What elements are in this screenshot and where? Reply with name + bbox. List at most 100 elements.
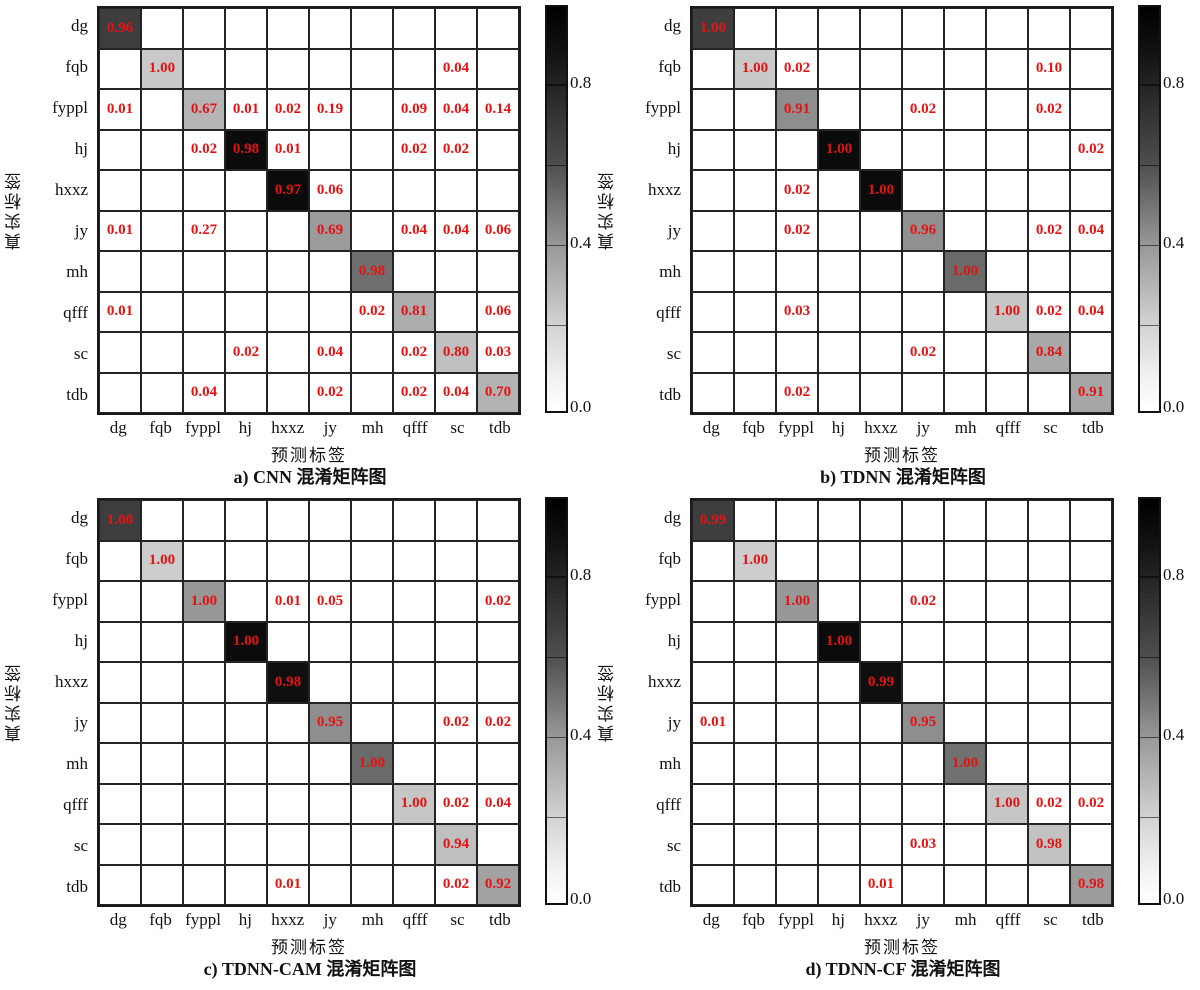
- colorbar-seam: [547, 656, 566, 659]
- matrix-cell: [902, 864, 944, 905]
- colorbar-seam: [1140, 736, 1159, 739]
- matrix-cell: [141, 500, 183, 541]
- colorbar: [545, 497, 568, 905]
- matrix-cell: [141, 824, 183, 865]
- matrix-cell: [944, 581, 986, 622]
- column-label: tdb: [1081, 910, 1104, 929]
- matrix-cell: [902, 743, 944, 784]
- matrix-cell: [267, 251, 309, 292]
- row-label: mh: [659, 753, 681, 773]
- matrix-cell: [99, 581, 141, 622]
- matrix-cell: [1028, 581, 1070, 622]
- matrix-cell: [141, 581, 183, 622]
- matrix-cell: [818, 170, 860, 211]
- matrix-cell: 0.95: [309, 702, 351, 743]
- panel-caption: b) TDNN 混淆矩阵图: [820, 467, 986, 487]
- matrix-cell: [435, 8, 477, 49]
- matrix-cell: [225, 783, 267, 824]
- matrix-cell: [692, 170, 734, 211]
- column-label: dg: [702, 910, 720, 929]
- matrix-cell: [225, 743, 267, 784]
- row-label: dg: [71, 508, 88, 528]
- row-label: fqb: [65, 57, 88, 77]
- column-label: hj: [238, 418, 253, 437]
- matrix-cell: [734, 662, 776, 703]
- x-axis-label: 预测标签: [271, 938, 347, 957]
- matrix-cell: 1.00: [986, 783, 1028, 824]
- matrix-cell: [267, 372, 309, 413]
- matrix-cell: 0.01: [267, 864, 309, 905]
- matrix-cell: [477, 129, 519, 170]
- matrix-cell: [309, 621, 351, 662]
- matrix-cell: [818, 8, 860, 49]
- matrix-cell: [860, 210, 902, 251]
- matrix-cell: 0.02: [477, 702, 519, 743]
- matrix-cell: [1028, 702, 1070, 743]
- matrix-cell: [1070, 621, 1112, 662]
- column-label: dg: [109, 418, 127, 437]
- colorbar-seam: [1140, 84, 1159, 86]
- matrix-cell: [944, 662, 986, 703]
- matrix-cell: [267, 540, 309, 581]
- colorbar-seam: [1140, 816, 1159, 819]
- row-label: jy: [74, 220, 88, 240]
- colorbar-tick-label: 0.4: [570, 233, 592, 252]
- matrix-cell: [860, 251, 902, 292]
- column-label: hj: [831, 418, 846, 437]
- colorbar: [1138, 5, 1161, 413]
- column-labels: dg fqb fyppl hj hxxz jy mh qfff sc tdb: [97, 910, 521, 932]
- matrix-cell: 0.02: [225, 332, 267, 373]
- column-label: jy: [323, 418, 337, 437]
- matrix-cell: 0.98: [1070, 864, 1112, 905]
- matrix-cell: 0.02: [776, 372, 818, 413]
- matrix-cell: [902, 129, 944, 170]
- matrix-cell: [902, 540, 944, 581]
- matrix-cell: [435, 500, 477, 541]
- matrix-cell: [776, 783, 818, 824]
- matrix-cell: [351, 372, 393, 413]
- matrix-cell: 0.04: [435, 48, 477, 89]
- matrix-grid: 0.99 1.00 1.00 0.02 1.00 0.99 0.01 0.95 1.00 1.00…: [690, 498, 1114, 907]
- colorbar: [545, 5, 568, 413]
- matrix-cell: 0.02: [183, 129, 225, 170]
- matrix-cell: [309, 129, 351, 170]
- matrix-cell: 0.04: [477, 783, 519, 824]
- matrix-cell: 0.02: [1028, 783, 1070, 824]
- matrix-cell: [776, 743, 818, 784]
- colorbar-seam: [547, 576, 566, 578]
- matrix-cell: 1.00: [225, 621, 267, 662]
- matrix-cell: [309, 783, 351, 824]
- matrix-cell: [1070, 743, 1112, 784]
- matrix-cell: [818, 332, 860, 373]
- row-label: qfff: [63, 302, 88, 322]
- matrix-cell: [818, 702, 860, 743]
- matrix-cell: 0.02: [477, 581, 519, 622]
- matrix-cell: [99, 783, 141, 824]
- matrix-cell: [776, 864, 818, 905]
- row-label: sc: [666, 343, 681, 363]
- row-label: hj: [74, 139, 88, 159]
- matrix-cell: 0.03: [477, 332, 519, 373]
- matrix-cell: [183, 540, 225, 581]
- colorbar-seam: [1140, 164, 1159, 167]
- matrix-cell: [734, 8, 776, 49]
- matrix-cell: [902, 8, 944, 49]
- matrix-cell: [99, 251, 141, 292]
- panel-tdnn: 真实标签 dg fqb fyppl hj hxxz jy mh qfff sc tdb 1.00 1.0…: [593, 0, 1193, 492]
- row-label: jy: [667, 220, 681, 240]
- matrix-cell: [734, 251, 776, 292]
- matrix-cell: [267, 500, 309, 541]
- matrix-cell: [944, 210, 986, 251]
- matrix-cell: [435, 581, 477, 622]
- matrix-cell: [477, 621, 519, 662]
- column-label: fyppl: [778, 418, 814, 437]
- x-axis-label: 预测标签: [271, 446, 347, 465]
- column-label: fyppl: [185, 910, 221, 929]
- matrix-cell: [1028, 170, 1070, 211]
- matrix-cell: 0.98: [225, 129, 267, 170]
- matrix-cell: [351, 824, 393, 865]
- matrix-cell: 0.98: [1028, 824, 1070, 865]
- matrix-cell: [1070, 500, 1112, 541]
- matrix-cell: [183, 621, 225, 662]
